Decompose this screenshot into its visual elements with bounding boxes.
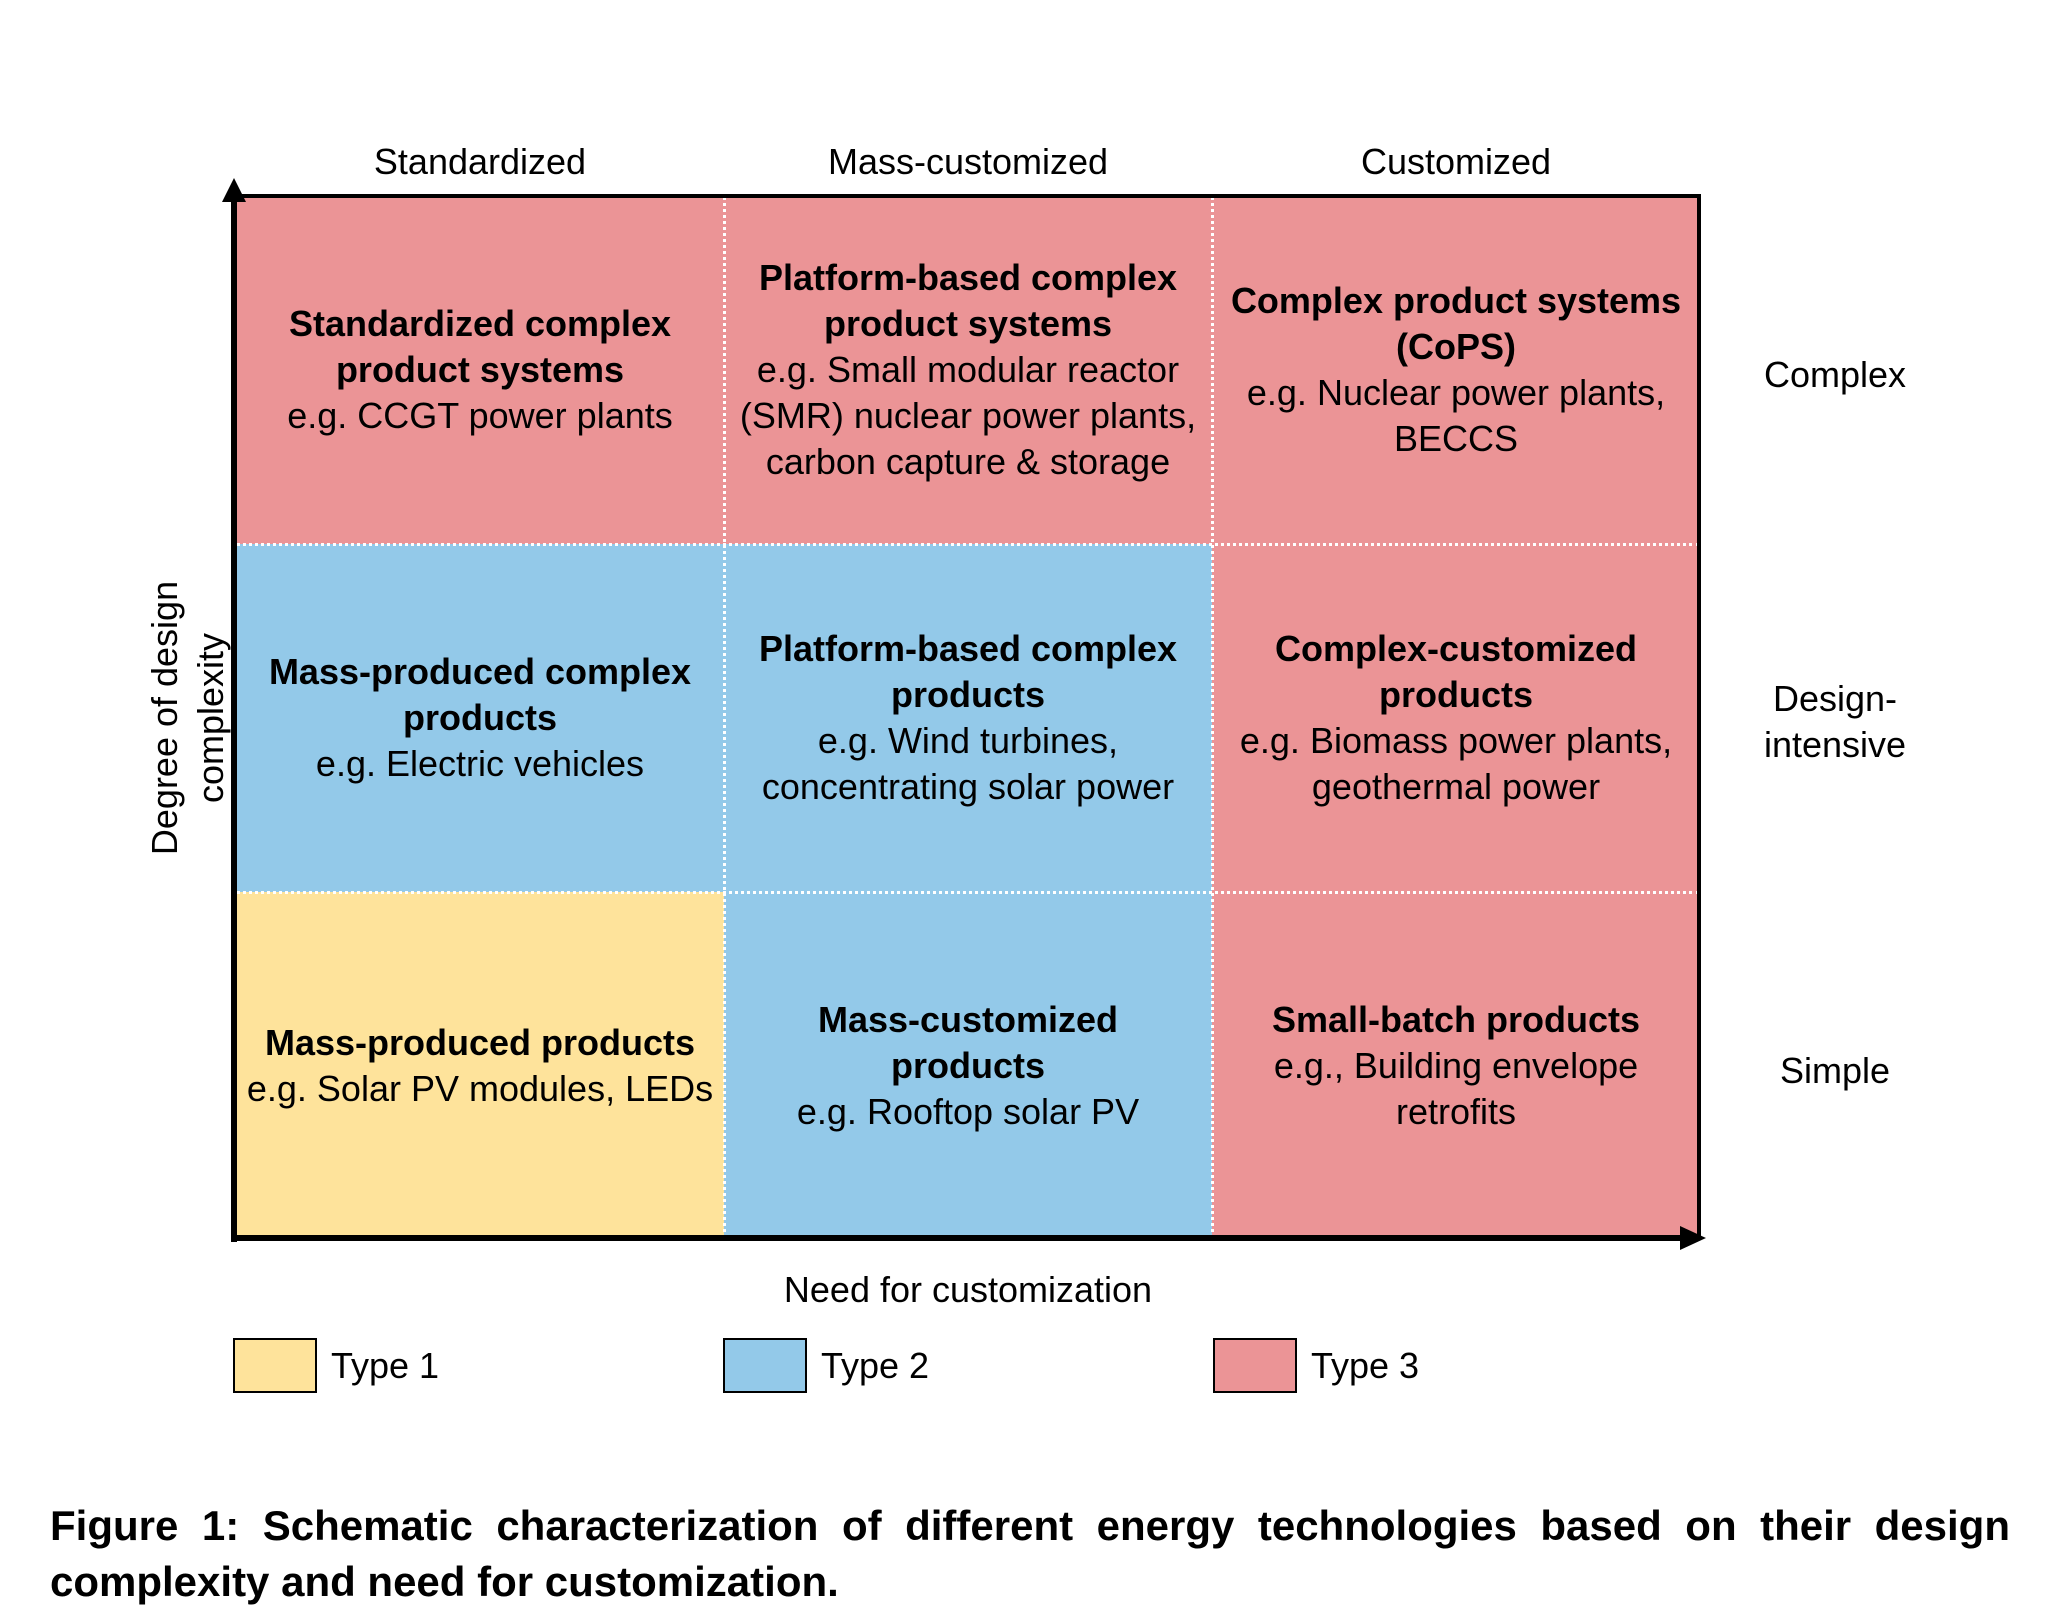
grid-divider (236, 891, 1700, 894)
x-axis-label: Need for customization (783, 1269, 1153, 1310)
column-header-standardized: Standardized (373, 141, 587, 182)
legend-item-type1: Type 1 (233, 1338, 439, 1393)
legend-item-type3: Type 3 (1213, 1338, 1419, 1393)
grid-divider (1211, 196, 1214, 1240)
column-header-mass-customized: Mass-customized (827, 141, 1109, 182)
y-axis (231, 196, 237, 1242)
cell-example: e.g., Building envelope retrofits (1273, 1045, 1639, 1132)
cell-example: e.g. Solar PV modules, LEDs (246, 1068, 714, 1109)
legend-item-type2: Type 2 (723, 1338, 929, 1393)
figure-caption: Figure 1: Schematic characterization of … (50, 1502, 2010, 1605)
row-header-complex: Complex (1763, 354, 1907, 395)
cell-title: Complex-customized products (1274, 628, 1638, 715)
matrix-grid: Standardized complex product systems e.g… (236, 196, 1700, 1240)
cell-title: Standardized complex product systems (288, 303, 672, 390)
frame-border (236, 194, 1701, 198)
x-axis (231, 1235, 1691, 1241)
cell-example: e.g. CCGT power plants (287, 395, 673, 436)
cell-title: Platform-based complex products (758, 628, 1178, 715)
cell-example: e.g. Rooftop solar PV (796, 1091, 1140, 1132)
cell-example: e.g. Biomass power plants, geothermal po… (1239, 720, 1673, 807)
cell-cops: Complex product systems (CoPS) e.g. Nucl… (1212, 196, 1700, 544)
legend-label: Type 1 (331, 1344, 440, 1386)
grid-divider (723, 196, 726, 1240)
y-axis-label: Degree of design complexity (144, 580, 231, 856)
cell-mass-customized: Mass-customized products e.g. Rooftop so… (724, 892, 1212, 1240)
cell-example: e.g. Electric vehicles (315, 743, 645, 784)
cell-title: Mass-produced complex products (268, 651, 692, 738)
frame-border (1697, 196, 1701, 1240)
cell-title: Platform-based complex product systems (758, 257, 1178, 344)
grid-divider (236, 543, 1700, 546)
cell-example: e.g. Small modular reactor (SMR) nuclear… (739, 349, 1197, 482)
cell-title: Mass-customized products (817, 999, 1119, 1086)
legend-swatch (1213, 1338, 1297, 1393)
cell-platform-complex-products: Platform-based complex products e.g. Win… (724, 544, 1212, 892)
cell-example: e.g. Nuclear power plants, BECCS (1246, 372, 1666, 459)
legend-swatch (233, 1338, 317, 1393)
x-axis-arrow-icon (1680, 1226, 1706, 1250)
column-header-customized: Customized (1360, 141, 1552, 182)
cell-small-batch: Small-batch products e.g., Building enve… (1212, 892, 1700, 1240)
cell-standardized-complex: Standardized complex product systems e.g… (236, 196, 724, 544)
cell-example: e.g. Wind turbines, concentrating solar … (761, 720, 1175, 807)
cell-mass-produced-complex: Mass-produced complex products e.g. Elec… (236, 544, 724, 892)
legend-label: Type 3 (1311, 1344, 1420, 1386)
cell-title: Mass-produced products (264, 1022, 696, 1063)
legend-swatch (723, 1338, 807, 1393)
cell-mass-produced: Mass-produced products e.g. Solar PV mod… (236, 892, 724, 1240)
cell-title: Complex product systems (CoPS) (1230, 280, 1682, 367)
row-header-simple: Simple (1779, 1050, 1891, 1091)
cell-title: Small-batch products (1271, 999, 1641, 1040)
cell-platform-complex-systems: Platform-based complex product systems e… (724, 196, 1212, 544)
legend-label: Type 2 (821, 1344, 930, 1386)
row-header-design-intensive: Design- intensive (1763, 678, 1907, 765)
y-axis-arrow-icon (222, 178, 246, 202)
cell-complex-customized: Complex-customized products e.g. Biomass… (1212, 544, 1700, 892)
